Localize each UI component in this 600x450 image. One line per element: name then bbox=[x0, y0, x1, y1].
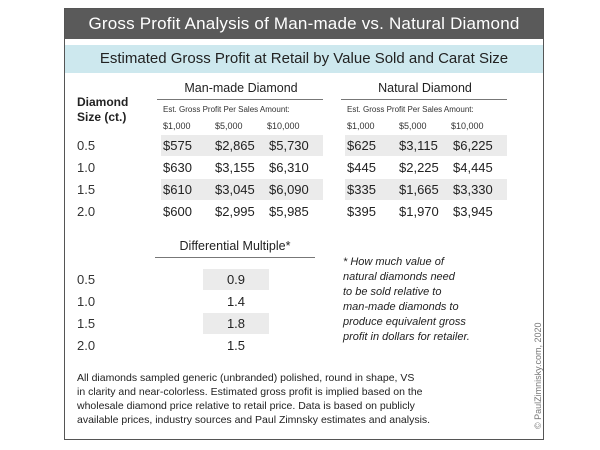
natural-sub-label: Est. Gross Profit Per Sales Amount: bbox=[347, 105, 474, 114]
man-made-cell: $3,155 bbox=[215, 160, 255, 175]
man-made-cell: $6,090 bbox=[269, 182, 309, 197]
natural-cell: $445 bbox=[347, 160, 376, 175]
man-made-cell: $630 bbox=[163, 160, 192, 175]
man-made-sub-label: Est. Gross Profit Per Sales Amount: bbox=[163, 105, 290, 114]
size-cell: 2.0 bbox=[77, 338, 96, 353]
multiple-row-shade bbox=[203, 269, 269, 290]
natural-amount-3: $10,000 bbox=[451, 121, 484, 131]
man-made-cell: $3,045 bbox=[215, 182, 255, 197]
natural-cell: $1,665 bbox=[399, 182, 439, 197]
multiple-cell: 1.8 bbox=[226, 316, 246, 331]
man-made-cell: $2,865 bbox=[215, 138, 255, 153]
man-made-row-shade bbox=[161, 179, 323, 200]
page-subtitle: Estimated Gross Profit at Retail by Valu… bbox=[65, 45, 543, 73]
size-cell: 1.5 bbox=[77, 182, 96, 197]
size-cell: 1.0 bbox=[77, 160, 96, 175]
man-made-label: Man-made Diamond bbox=[184, 81, 298, 95]
natural-label: Natural Diamond bbox=[378, 81, 472, 95]
infographic-card: Gross Profit Analysis of Man-made vs. Na… bbox=[64, 8, 544, 440]
multiple-cell: 0.9 bbox=[226, 272, 246, 287]
size-cell: 0.5 bbox=[77, 138, 96, 153]
size-cell: 0.5 bbox=[77, 272, 96, 287]
multiple-note: * How much value of natural diamonds nee… bbox=[343, 256, 470, 343]
natural-cell: $3,945 bbox=[453, 204, 493, 219]
diamond-size-header: Diamond Size (ct.) bbox=[77, 95, 129, 124]
size-cell: 2.0 bbox=[77, 204, 96, 219]
man-made-cell: $575 bbox=[163, 138, 192, 153]
natural-cell: $4,445 bbox=[453, 160, 493, 175]
man-made-rule bbox=[157, 99, 323, 100]
multiple-row-shade bbox=[203, 313, 269, 334]
man-made-cell: $6,310 bbox=[269, 160, 309, 175]
natural-cell: $3,115 bbox=[399, 138, 438, 153]
man-made-cell: $2,995 bbox=[215, 204, 255, 219]
natural-rule bbox=[341, 99, 507, 100]
multiple-cell: 1.5 bbox=[226, 338, 246, 353]
natural-cell: $395 bbox=[347, 204, 376, 219]
natural-amount-2: $5,000 bbox=[399, 121, 427, 131]
multiple-label: Differential Multiple* bbox=[179, 239, 291, 253]
man-made-amount-3: $10,000 bbox=[267, 121, 300, 131]
man-made-cell: $600 bbox=[163, 204, 192, 219]
natural-cell: $3,330 bbox=[453, 182, 493, 197]
natural-cell: $1,970 bbox=[399, 204, 439, 219]
size-cell: 1.0 bbox=[77, 294, 96, 309]
natural-cell: $6,225 bbox=[453, 138, 493, 153]
page-title: Gross Profit Analysis of Man-made vs. Na… bbox=[65, 9, 543, 39]
size-cell: 1.5 bbox=[77, 316, 96, 331]
man-made-cell: $5,985 bbox=[269, 204, 309, 219]
man-made-row-shade bbox=[161, 135, 323, 156]
natural-cell: $2,225 bbox=[399, 160, 439, 175]
man-made-amount-1: $1,000 bbox=[163, 121, 191, 131]
man-made-cell: $610 bbox=[163, 182, 192, 197]
copyright-text: © PaulZimnisky.com, 2020 bbox=[533, 322, 543, 429]
multiple-rule bbox=[155, 257, 315, 258]
natural-row-shade bbox=[345, 135, 507, 156]
natural-amount-1: $1,000 bbox=[347, 121, 375, 131]
man-made-cell: $5,730 bbox=[269, 138, 309, 153]
natural-cell: $335 bbox=[347, 182, 376, 197]
natural-row-shade bbox=[345, 179, 507, 200]
man-made-amount-2: $5,000 bbox=[215, 121, 243, 131]
natural-cell: $625 bbox=[347, 138, 376, 153]
methodology-footnote: All diamonds sampled generic (unbranded)… bbox=[77, 372, 431, 426]
multiple-cell: 1.4 bbox=[226, 294, 246, 309]
